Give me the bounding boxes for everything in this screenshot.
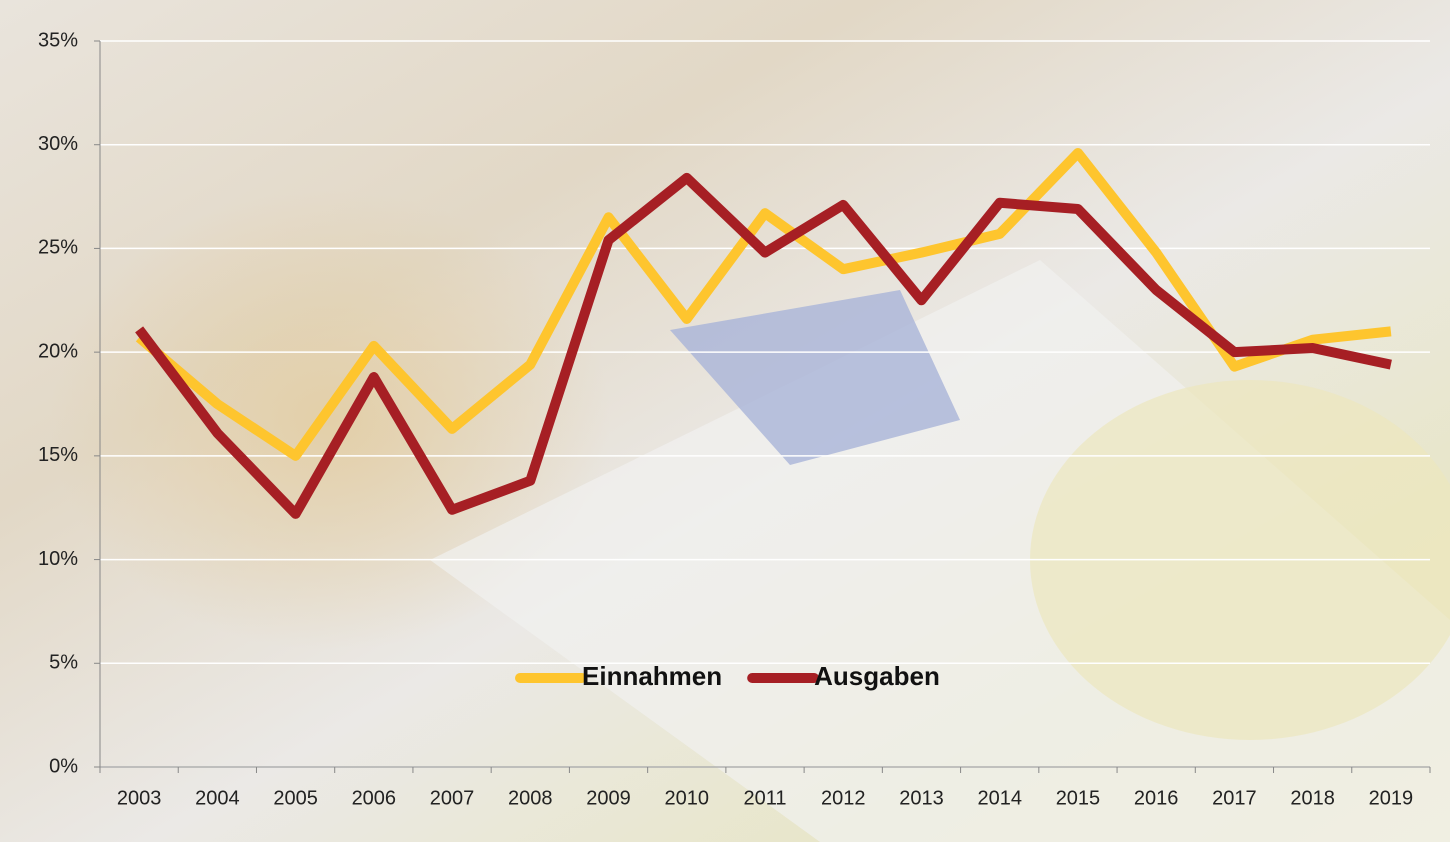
series-line [135,148,1392,461]
y-tick-label: 20% [38,340,78,362]
series-line [135,172,1392,519]
y-tick-label: 0% [49,755,78,777]
y-tick-label: 30% [38,133,78,155]
x-tick-label: 2019 [1369,787,1414,809]
x-tick-label: 2004 [195,787,240,809]
x-tick-label: 2013 [899,787,944,809]
y-tick-label: 35% [38,29,78,51]
y-tick-label: 15% [38,444,78,466]
x-tick-label: 2007 [430,787,475,809]
x-tick-label: 2012 [821,787,866,809]
x-tick-label: 2005 [273,787,318,809]
x-tick-label: 2010 [665,787,710,809]
x-tick-label: 2016 [1134,787,1179,809]
x-tick-label: 2018 [1290,787,1335,809]
x-tick-label: 2011 [743,787,786,809]
x-tick-label: 2015 [1056,787,1101,809]
y-tick-label: 10% [38,548,78,570]
x-tick-label: 2014 [977,787,1022,809]
x-tick-label: 2003 [117,787,162,809]
x-tick-label: 2006 [352,787,397,809]
y-tick-label: 5% [49,652,78,674]
legend-label: Einnahmen [582,661,722,691]
y-tick-label: 25% [38,237,78,259]
legend-label: Ausgaben [814,661,940,691]
x-tick-label: 2008 [508,787,553,809]
x-tick-label: 2017 [1212,787,1257,809]
x-tick-label: 2009 [586,787,631,809]
